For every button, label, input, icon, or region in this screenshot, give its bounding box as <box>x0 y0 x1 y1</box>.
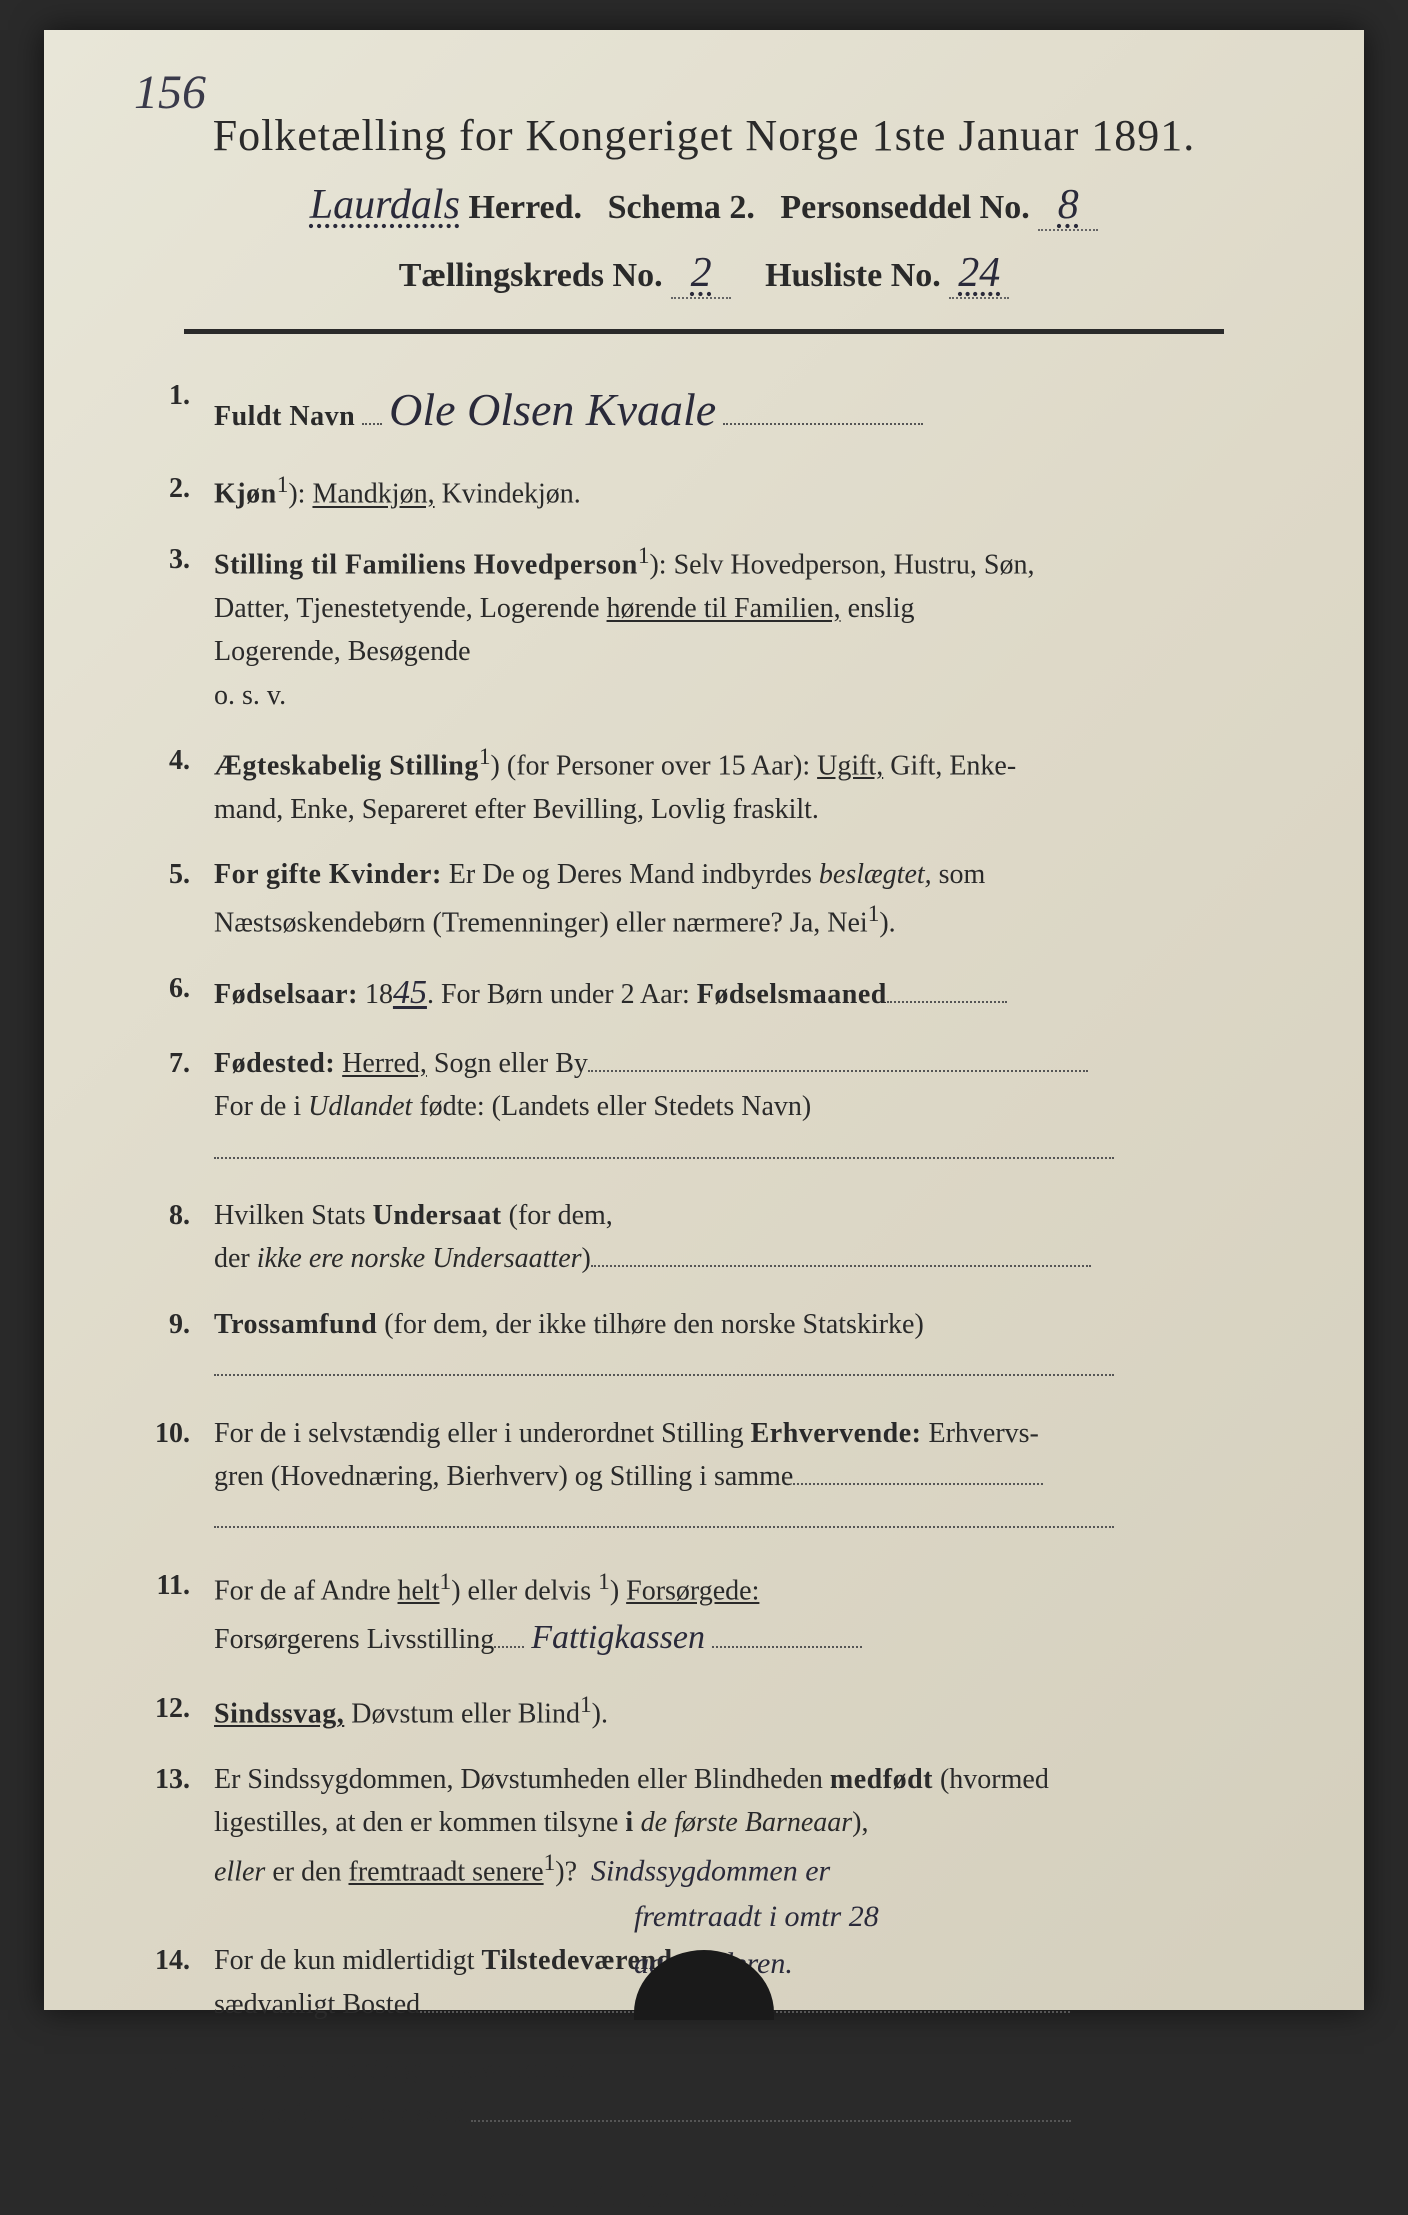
item-num: 1. <box>134 374 214 445</box>
field-label: Erhvervende: <box>751 1418 922 1449</box>
sup: 1 <box>440 1569 452 1595</box>
item-num: 6. <box>134 967 214 1020</box>
item-body: Trossamfund (for dem, der ikke tilhøre d… <box>214 1303 1254 1390</box>
item-9: 9. Trossamfund (for dem, der ikke tilhør… <box>134 1303 1254 1390</box>
field-label: Kjøn <box>214 479 277 510</box>
illness-note-hw-2: fremtraadt i omtr 28 <box>634 1900 879 1933</box>
field-label: For gifte Kvinder: <box>214 859 442 890</box>
header-line-3: Tællingskreds No. 2 Husliste No. 24 <box>124 249 1284 299</box>
husliste-no: 24 <box>949 249 1009 299</box>
opt-herred: Herred, <box>342 1048 427 1079</box>
personseddel-label: Personseddel No. <box>780 189 1029 226</box>
item-num: 7. <box>134 1042 214 1172</box>
illness-note-hw-1: Sindssygdommen er <box>591 1854 830 1887</box>
opt-ugift: Ugift, <box>817 750 883 781</box>
item-2: 2. Kjøn1): Mandkjøn, Kvindekjøn. <box>134 467 1254 516</box>
birth-year-hw: 45 <box>393 974 427 1011</box>
opt-mandkjon: Mandkjøn, <box>312 479 434 510</box>
sup: 1 <box>580 1692 592 1718</box>
item-num: 14. <box>134 1939 214 2026</box>
footnote: 1) De for hvert Tilfælde passende Ord un… <box>124 2175 1284 2215</box>
schema-label: Schema 2. <box>608 189 755 226</box>
herred-label: Herred. <box>468 189 582 226</box>
item-5: 5. For gifte Kvinder: Er De og Deres Man… <box>134 853 1254 945</box>
field-label: Fuldt Navn <box>214 401 355 432</box>
field-label: Ægteskabelig Stilling <box>214 750 479 781</box>
item-body: Sindssvag, Døvstum eller Blind1). <box>214 1687 1254 1736</box>
item-num: 2. <box>134 467 214 516</box>
item-7: 7. Fødested: Herred, Sogn eller By For d… <box>134 1042 1254 1172</box>
sup: 1 <box>868 901 880 927</box>
item-body: For de i selvstændig eller i underordnet… <box>214 1412 1254 1542</box>
item-num: 10. <box>134 1412 214 1542</box>
item-body: Fødselsaar: 1845. For Børn under 2 Aar: … <box>214 967 1254 1020</box>
field-label: Undersaat <box>373 1200 502 1231</box>
item-body: Ægteskabelig Stilling1) (for Personer ov… <box>214 739 1254 831</box>
item-body: Kjøn1): Mandkjøn, Kvindekjøn. <box>214 467 1254 516</box>
item-8: 8. Hvilken Stats Undersaat (for dem, der… <box>134 1194 1254 1281</box>
husliste-label: Husliste No. <box>765 257 941 294</box>
sup: 1 <box>277 472 289 498</box>
item-body: Fødested: Herred, Sogn eller By For de i… <box>214 1042 1254 1172</box>
opt-kvindekjon: Kvindekjøn. <box>442 479 581 510</box>
opt-horende: hørende til Familien, <box>607 593 841 624</box>
field-label: Stilling til Familiens Hovedperson <box>214 549 638 580</box>
sup: 1 <box>479 744 491 770</box>
field-label: Trossamfund <box>214 1309 377 1340</box>
item-12: 12. Sindssvag, Døvstum eller Blind1). <box>134 1687 1254 1736</box>
item-body: For de af Andre helt1) eller delvis 1) F… <box>214 1564 1254 1665</box>
item-num: 12. <box>134 1687 214 1736</box>
personseddel-no: 8 <box>1038 181 1098 231</box>
item-11: 11. For de af Andre helt1) eller delvis … <box>134 1564 1254 1665</box>
item-15: 15. For de midlertidigt Fraværende: anta… <box>134 2048 1254 2135</box>
item-num: 9. <box>134 1303 214 1390</box>
form-title: Folketælling for Kongeriget Norge 1ste J… <box>124 110 1284 161</box>
item-10: 10. For de i selvstændig eller i underor… <box>134 1412 1254 1542</box>
item-body: Er Sindssygdommen, Døvstumheden eller Bl… <box>214 1758 1254 1988</box>
sup: 1 <box>544 1850 556 1876</box>
opt-sindssvag: Sindssvag, <box>214 1698 344 1729</box>
item-body: Fuldt Navn Ole Olsen Kvaale <box>214 374 1254 445</box>
item-num: 5. <box>134 853 214 945</box>
item-4: 4. Ægteskabelig Stilling1) (for Personer… <box>134 739 1254 831</box>
item-num: 15. <box>134 2048 214 2135</box>
field-label: Fødselsaar: <box>214 979 358 1010</box>
item-num: 3. <box>134 538 214 717</box>
provider-hw: Fattigkassen <box>531 1619 705 1656</box>
item-num: 11. <box>134 1564 214 1665</box>
taellingskreds-label: Tællingskreds No. <box>399 257 663 294</box>
item-body: Stilling til Familiens Hovedperson1): Se… <box>214 538 1254 717</box>
item-body: For de midlertidigt Fraværende: antageli… <box>214 2048 1254 2135</box>
item-6: 6. Fødselsaar: 1845. For Børn under 2 Aa… <box>134 967 1254 1020</box>
full-name-hw: Ole Olsen Kvaale <box>389 384 716 435</box>
taellingskreds-no: 2 <box>671 249 731 299</box>
header-line-2: Laurdals Herred. Schema 2. Personseddel … <box>124 181 1284 231</box>
census-form-page: 156 Folketælling for Kongeriget Norge 1s… <box>44 30 1364 2010</box>
sup: 1 <box>638 543 650 569</box>
item-num: 8. <box>134 1194 214 1281</box>
page-number: 156 <box>134 65 206 120</box>
item-body: For gifte Kvinder: Er De og Deres Mand i… <box>214 853 1254 945</box>
sup: 1 <box>598 1569 610 1595</box>
herred-handwritten: Laurdals <box>310 182 460 228</box>
sup: 1 <box>317 2175 333 2202</box>
item-1: 1. Fuldt Navn Ole Olsen Kvaale <box>134 374 1254 445</box>
items-list: 1. Fuldt Navn Ole Olsen Kvaale 2. Kjøn1)… <box>124 374 1284 2135</box>
item-body: Hvilken Stats Undersaat (for dem, der ik… <box>214 1194 1254 1281</box>
item-num: 4. <box>134 739 214 831</box>
item-3: 3. Stilling til Familiens Hovedperson1):… <box>134 538 1254 717</box>
field-label: Fødested: <box>214 1048 335 1079</box>
divider-rule <box>184 329 1224 334</box>
